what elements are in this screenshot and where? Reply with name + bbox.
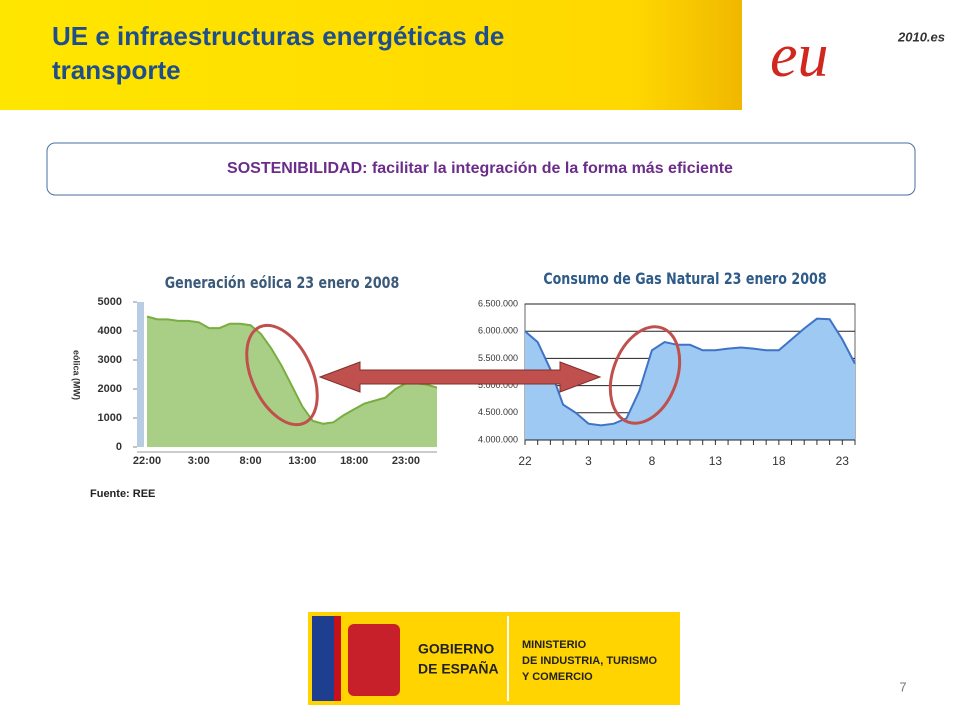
y-axis-label: eólica (MW)	[72, 350, 82, 400]
page-number: 7	[899, 679, 906, 694]
chart-title: Consumo de Gas Natural 23 enero 2008	[543, 269, 826, 288]
flag-stripe	[334, 616, 341, 701]
chart-title: Generación eólica 23 enero 2008	[165, 273, 400, 292]
y-tick-label: 4.500.000	[478, 407, 518, 417]
axis-strip	[137, 302, 144, 447]
x-tick-label: 13:00	[288, 455, 316, 467]
double-arrow	[318, 361, 602, 393]
y-tick-label: 6.500.000	[478, 298, 518, 308]
y-tick-label: 5.500.000	[478, 353, 518, 363]
highlight	[608, 325, 682, 425]
y-tick-label: 6.000.000	[478, 326, 518, 336]
gov-text: DE ESPAÑA	[418, 660, 499, 677]
coat-of-arms	[348, 624, 400, 696]
area-line	[146, 315, 438, 425]
logo-mark: eu	[770, 22, 829, 90]
title: UE e infraestructuras energéticas de	[52, 21, 504, 51]
y-tick-label: 4000	[98, 325, 122, 337]
x-tick-label: 23:00	[392, 455, 420, 467]
ministry-text: Y COMERCIO	[522, 671, 593, 683]
x-tick-label: 8	[649, 454, 656, 468]
area-line	[524, 317, 856, 427]
x-tick-label: 22	[518, 454, 532, 468]
x-tick-label: 18:00	[340, 455, 368, 467]
ministry-text: DE INDUSTRIA, TURISMO	[522, 655, 658, 667]
source: Fuente: REE	[90, 488, 155, 500]
y-tick-label: 1000	[98, 412, 122, 424]
charts: Generación eólica 23 enero 2008 0 1000 2000…	[72, 269, 856, 468]
gov-text: GOBIERNO	[418, 641, 494, 657]
x-tick-label: 13	[709, 454, 723, 468]
banner-box	[46, 142, 916, 196]
highlight	[245, 323, 319, 427]
x-tick-label: 3:00	[188, 455, 210, 467]
y-tick-label: 4.000.000	[478, 434, 518, 444]
y-tick-label: 5.000.000	[478, 380, 518, 390]
ministry-text: MINISTERIO	[522, 639, 587, 651]
area	[525, 318, 855, 440]
x-tick-label: 8:00	[240, 455, 262, 467]
area	[147, 316, 437, 447]
x-tick-label: 18	[772, 454, 786, 468]
y-tick-label: 5000	[98, 296, 122, 308]
banner-text: SOSTENIBILIDAD: facilitar la integración…	[227, 160, 733, 177]
header-band	[0, 0, 742, 110]
y-tick-label: 2000	[98, 383, 122, 395]
logo-site: 2010.es	[897, 29, 945, 44]
title: transporte	[52, 55, 181, 85]
x-tick-label: 22:00	[133, 455, 161, 467]
x-tick-label: 3	[585, 454, 592, 468]
y-tick-label: 3000	[98, 354, 122, 366]
y-tick-label: 0	[116, 441, 122, 453]
eu-flag	[312, 616, 334, 701]
x-tick-label: 23	[836, 454, 850, 468]
